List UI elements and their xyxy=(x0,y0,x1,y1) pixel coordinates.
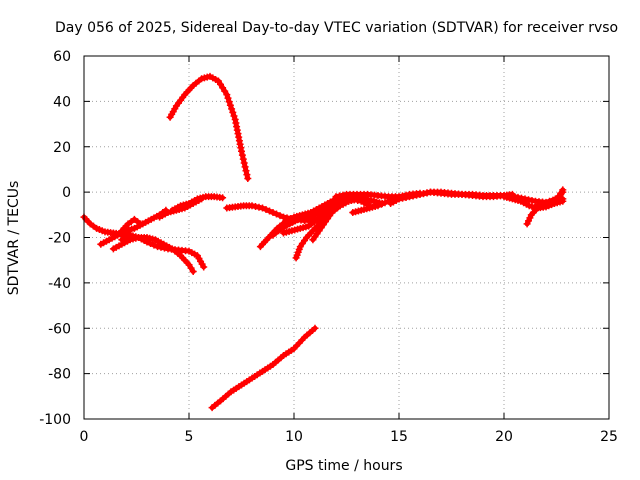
data-point xyxy=(311,324,319,332)
data-point xyxy=(198,195,206,203)
data-point xyxy=(413,191,420,199)
data-series xyxy=(80,72,567,412)
y-tick-label: -20 xyxy=(48,231,71,247)
data-point xyxy=(229,108,237,116)
data-point xyxy=(248,202,256,210)
y-axis-label: SDTVAR / TECUs xyxy=(6,181,22,296)
y-tick-labels: -100 -80 -60 -40 -20 0 20 40 60 xyxy=(39,49,71,428)
data-point xyxy=(243,171,251,179)
data-point xyxy=(154,243,161,251)
x-tick-label: 10 xyxy=(285,429,303,445)
chart-title: Day 056 of 2025, Sidereal Day-to-day VTE… xyxy=(55,20,618,36)
data-point xyxy=(189,268,197,276)
series-arc-8 xyxy=(156,195,206,221)
y-tick-label: -100 xyxy=(39,412,71,428)
data-point xyxy=(219,194,227,202)
x-tick-label: 25 xyxy=(600,429,618,445)
x-tick-label: 15 xyxy=(390,429,408,445)
series-arc-14 xyxy=(309,195,386,244)
data-point xyxy=(230,112,238,120)
data-point xyxy=(525,196,532,204)
data-point xyxy=(223,91,231,99)
data-point xyxy=(239,155,247,163)
y-tick-label: 40 xyxy=(53,94,71,110)
y-tick-label: -60 xyxy=(48,321,71,337)
data-point xyxy=(545,198,553,206)
data-point xyxy=(240,159,248,167)
data-point xyxy=(395,195,403,203)
series-arc-21 xyxy=(208,324,319,412)
data-point xyxy=(339,191,347,199)
data-point xyxy=(542,199,550,207)
data-point xyxy=(244,175,252,183)
data-point xyxy=(259,204,266,212)
y-tick-label: 20 xyxy=(53,140,71,156)
data-point xyxy=(228,105,236,113)
x-tick-labels: 0 5 10 15 20 25 xyxy=(80,429,618,445)
data-point xyxy=(416,190,424,198)
data-point xyxy=(528,196,536,204)
x-tick-label: 5 xyxy=(185,429,194,445)
series-arc-6 xyxy=(166,72,252,183)
data-point xyxy=(420,190,427,198)
data-point xyxy=(238,151,246,159)
data-point xyxy=(381,199,389,207)
data-point xyxy=(238,147,245,155)
data-point xyxy=(150,241,158,249)
series-arc-20 xyxy=(534,186,567,210)
data-point xyxy=(374,202,382,210)
series-arc-5 xyxy=(118,215,145,235)
data-point xyxy=(226,101,234,109)
data-point xyxy=(157,243,165,251)
data-point xyxy=(399,194,406,202)
data-point xyxy=(378,200,385,208)
plot-frame xyxy=(83,55,610,420)
x-tick-label: 20 xyxy=(495,429,513,445)
data-point xyxy=(147,240,154,248)
y-tick-label: -40 xyxy=(48,276,71,292)
data-point xyxy=(224,94,232,102)
data-point xyxy=(200,263,208,271)
data-point xyxy=(273,210,280,218)
data-point xyxy=(409,192,417,200)
data-point xyxy=(143,238,151,246)
data-point xyxy=(241,163,249,171)
data-point xyxy=(402,193,410,201)
y-tick-label: -80 xyxy=(48,367,71,383)
data-point xyxy=(559,186,567,194)
data-point xyxy=(242,167,250,175)
data-point xyxy=(252,202,259,210)
data-point xyxy=(266,207,273,215)
grid-lines xyxy=(83,55,610,420)
data-point xyxy=(225,98,233,106)
x-tick-label: 0 xyxy=(80,429,89,445)
x-axis-label: GPS time / hours xyxy=(285,458,402,474)
data-point xyxy=(161,244,168,252)
data-point xyxy=(559,197,567,205)
y-tick-label: 60 xyxy=(53,49,71,65)
data-point xyxy=(423,189,431,197)
y-tick-label: 0 xyxy=(62,185,71,201)
data-point xyxy=(137,220,145,228)
data-point xyxy=(255,203,263,211)
data-point xyxy=(269,209,277,217)
series-arc-4 xyxy=(118,231,208,271)
data-point xyxy=(332,193,340,201)
data-point xyxy=(406,193,413,201)
data-point xyxy=(276,212,284,220)
data-point xyxy=(336,192,343,200)
data-point xyxy=(262,206,270,214)
data-point xyxy=(280,213,287,221)
